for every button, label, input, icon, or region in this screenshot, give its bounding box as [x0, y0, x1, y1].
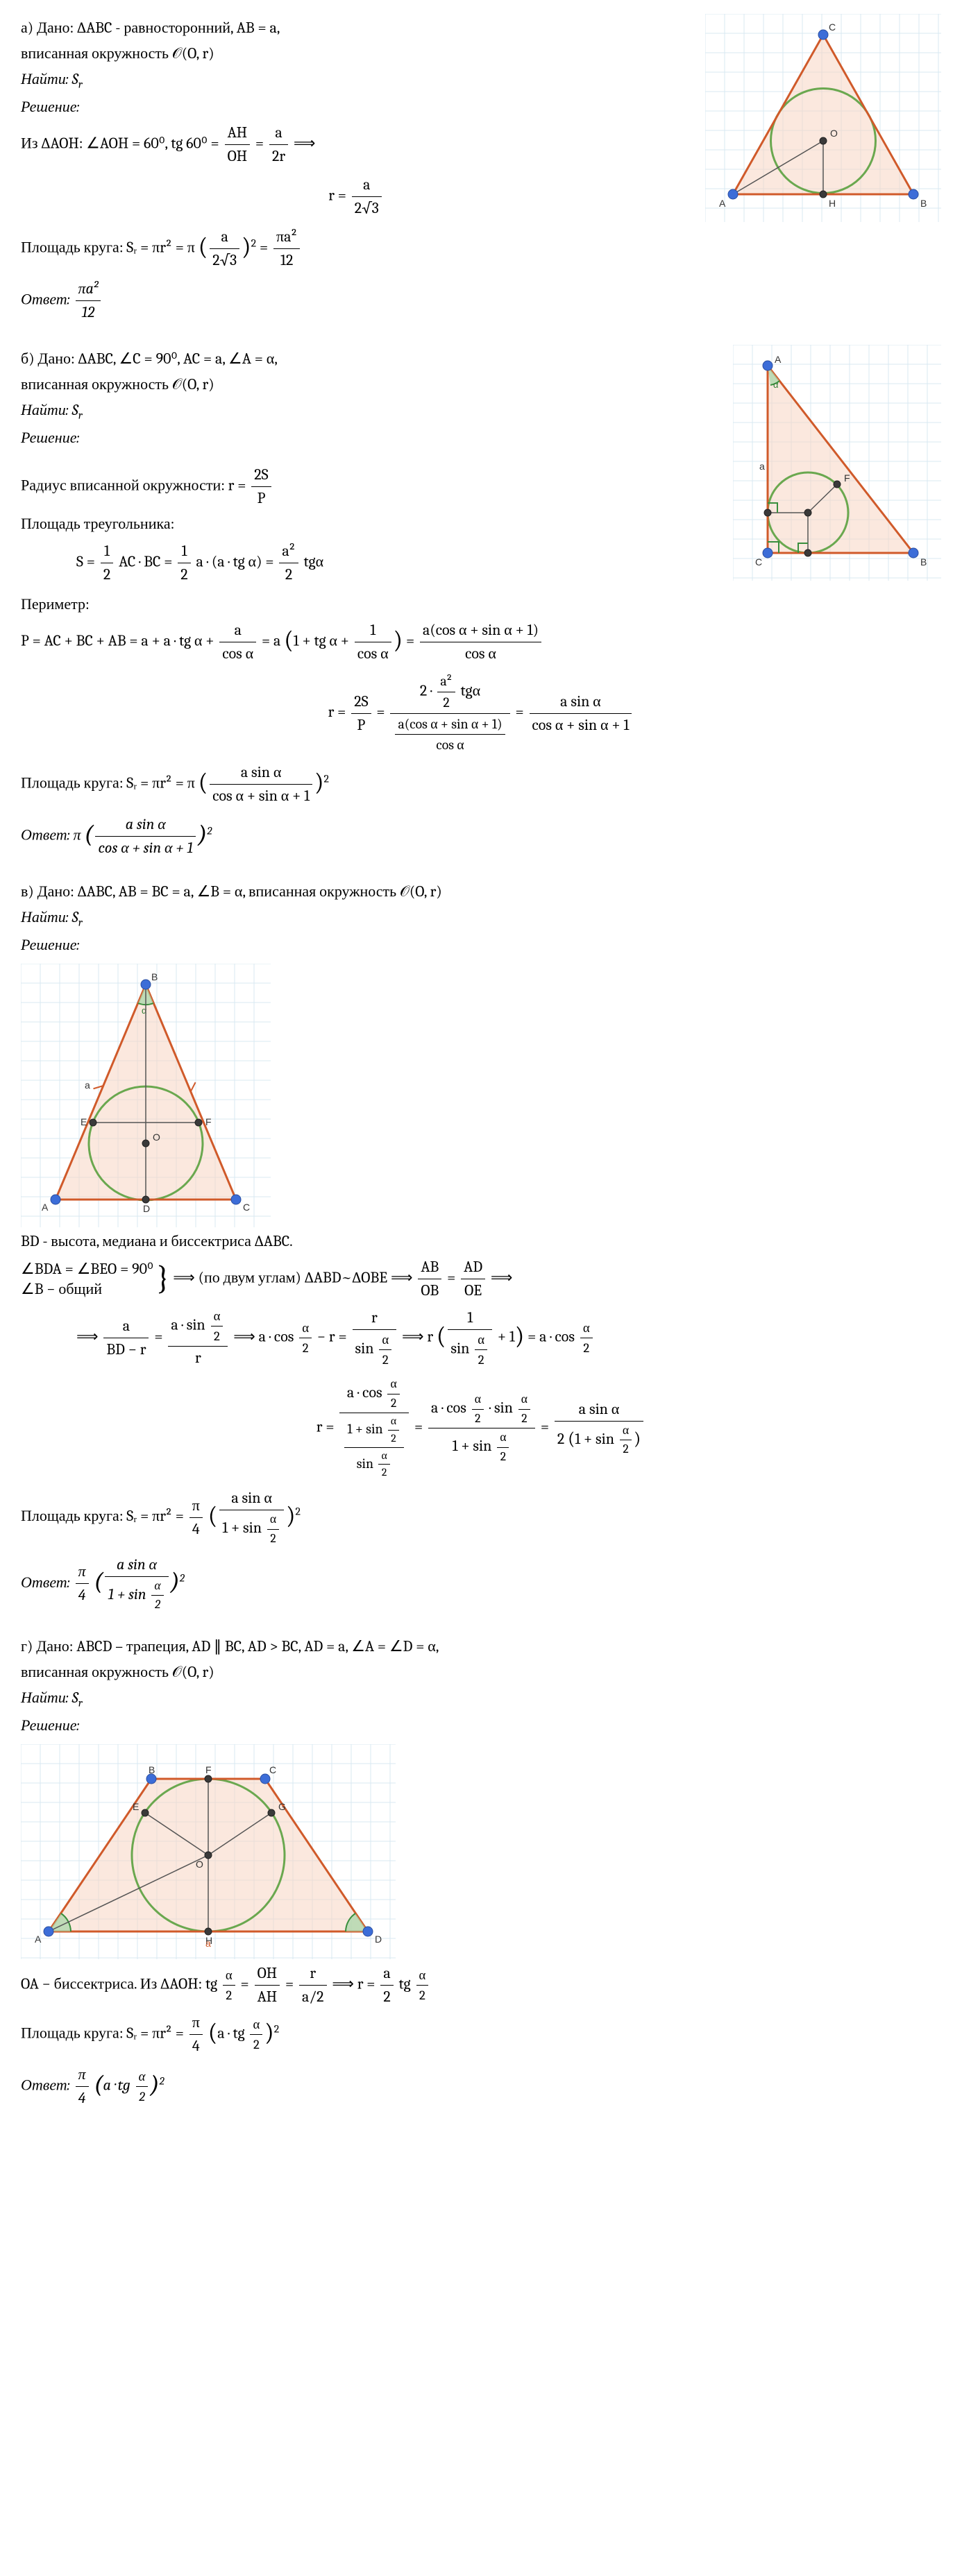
section-b: б) Дано: ∆ABC, ∠C = 90⁰, AC = a, ∠A = α,…: [21, 345, 941, 860]
svg-text:B: B: [151, 971, 158, 982]
svg-text:B: B: [920, 556, 927, 568]
a-solution-label: Решение:: [21, 96, 691, 119]
figure-d-svg: A B C D E F G H O a: [21, 1744, 396, 1959]
find-value: Sr: [72, 70, 83, 88]
section-d: г) Дано: ABCD – трапеция, AD ∥ BC, AD > …: [21, 1635, 941, 2110]
svg-text:A: A: [719, 198, 726, 209]
a-find: Найти: Sr: [21, 68, 691, 93]
a-eq2: r = a2√3: [21, 173, 691, 220]
svg-text:α: α: [773, 379, 779, 390]
figure-b: α A B C F a: [733, 345, 941, 581]
svg-text:A: A: [775, 354, 782, 365]
svg-text:F: F: [844, 472, 850, 484]
figure-d: A B C D E F G H O a: [21, 1744, 941, 1959]
a-area: Площадь круга: Sᵣ = πr² = π (a2√3)2 = πa…: [21, 225, 691, 272]
section-b-text: б) Дано: ∆ABC, ∠C = 90⁰, AC = a, ∠A = α,…: [21, 345, 719, 590]
a-answer: Ответ: πa²12: [21, 278, 691, 324]
given-text: ∆ABC - равносторонний, AB = a,: [77, 19, 280, 37]
section-a-text: а) Дано: ∆ABC - равносторонний, AB = a, …: [21, 14, 691, 324]
svg-text:B: B: [920, 198, 927, 209]
svg-text:A: A: [42, 1202, 49, 1213]
b-given: б) Дано: ∆ABC, ∠C = 90⁰, AC = a, ∠A = α,: [21, 348, 719, 370]
a-eq1: Из ∆AOH: ∠AOH = 60⁰, tg 60⁰ = AHOH = a2r…: [21, 121, 691, 168]
svg-text:H: H: [829, 198, 836, 209]
svg-text:a: a: [205, 1938, 211, 1949]
svg-text:O: O: [196, 1859, 203, 1870]
svg-text:C: C: [269, 1764, 276, 1775]
svg-text:F: F: [205, 1116, 212, 1127]
a-given2: вписанная окружность 𝒪(O, r): [21, 42, 691, 65]
svg-text:D: D: [143, 1203, 150, 1214]
section-c: в) Дано: ∆ABC, AB = BC = a, ∠B = α, впис…: [21, 880, 941, 1614]
svg-text:C: C: [829, 22, 836, 33]
section-b-row: б) Дано: ∆ABC, ∠C = 90⁰, AC = a, ∠A = α,…: [21, 345, 941, 590]
svg-text:O: O: [830, 128, 838, 139]
svg-text:D: D: [375, 1934, 382, 1945]
svg-text:G: G: [278, 1801, 286, 1812]
figure-b-svg: α A B C F a: [733, 345, 941, 581]
svg-text:E: E: [133, 1801, 139, 1812]
figure-c: α A B C O D E F a: [21, 964, 941, 1227]
svg-text:A: A: [35, 1934, 42, 1945]
figure-a-svg: A B C O H: [705, 14, 941, 222]
svg-text:F: F: [205, 1764, 212, 1775]
figure-c-svg: α A B C O D E F a: [21, 964, 271, 1227]
section-a: а) Дано: ∆ABC - равносторонний, AB = a, …: [21, 14, 941, 324]
svg-text:a: a: [759, 461, 765, 472]
svg-text:C: C: [755, 556, 762, 568]
given-label: а) Дано:: [21, 19, 74, 37]
svg-text:α: α: [142, 1005, 147, 1016]
svg-text:C: C: [243, 1202, 250, 1213]
svg-text:E: E: [81, 1116, 87, 1127]
svg-text:B: B: [149, 1764, 155, 1775]
svg-text:O: O: [153, 1132, 160, 1143]
figure-a: A B C O H: [705, 14, 941, 222]
section-a-row: а) Дано: ∆ABC - равносторонний, AB = a, …: [21, 14, 941, 324]
a-given: а) Дано: ∆ABC - равносторонний, AB = a,: [21, 17, 691, 40]
svg-text:a: a: [85, 1080, 90, 1091]
